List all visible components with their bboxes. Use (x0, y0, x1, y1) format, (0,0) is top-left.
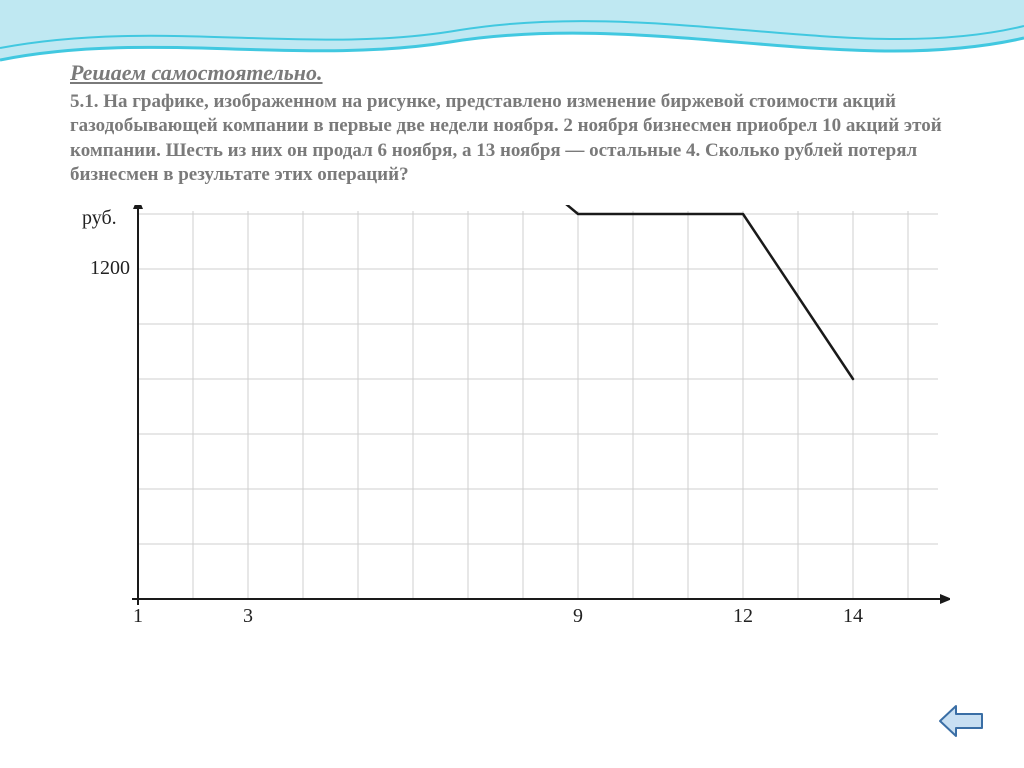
x-tick-label: 1 (133, 605, 143, 628)
x-tick-label: 12 (733, 605, 753, 628)
x-tick-label: 3 (243, 605, 253, 628)
x-tick-label: 9 (573, 605, 583, 628)
slide-title: Решаем самостоятельно. (70, 60, 954, 86)
stock-chart: руб. 1200 1 3 9 12 14 (70, 205, 950, 645)
y-axis-unit: руб. (82, 207, 117, 230)
back-button[interactable] (938, 702, 986, 740)
slide-content: Решаем самостоятельно. 5.1. На графике, … (0, 0, 1024, 645)
x-tick-label: 14 (843, 605, 863, 628)
y-tick-label: 1200 (82, 257, 130, 280)
problem-text: 5.1. На графике, изображенном на рисунке… (70, 90, 954, 187)
